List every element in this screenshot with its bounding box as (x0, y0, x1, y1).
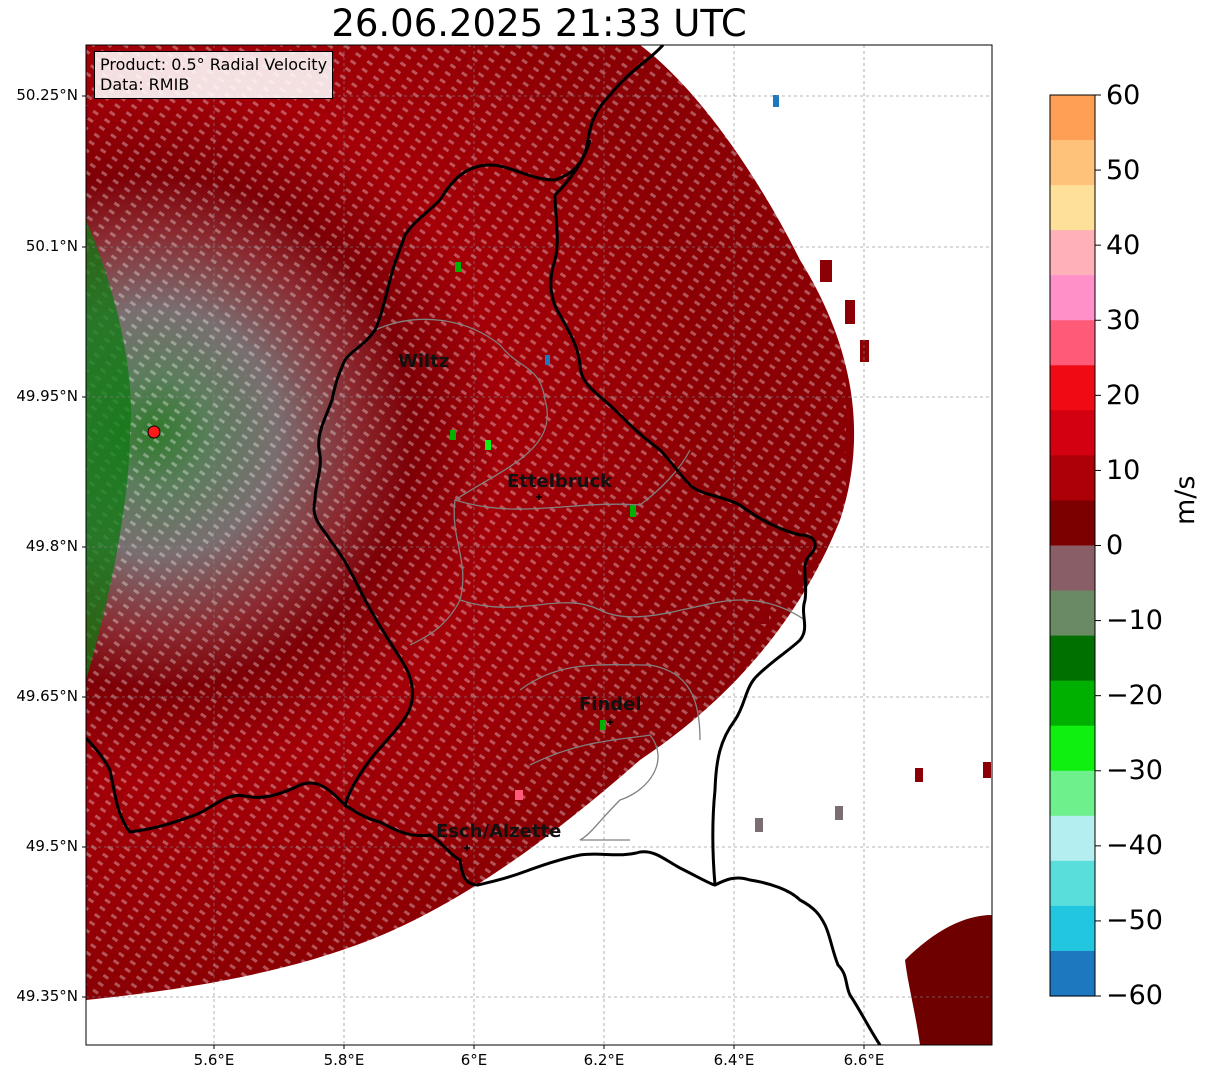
x-tick-label: 6.4°E (713, 1051, 755, 1069)
canton-borders (374, 318, 806, 841)
y-tick-label: 49.8°N (25, 537, 78, 555)
colorbar-tick-label: −40 (1106, 830, 1163, 861)
colorbar-tick-label: −10 (1106, 605, 1163, 636)
colorbar-tick-label: 60 (1106, 80, 1141, 111)
colorbar-segment (1050, 950, 1095, 997)
radar-site-marker[interactable] (147, 425, 161, 439)
colorbar-segment (1050, 410, 1095, 456)
colorbar-tick-label: 20 (1106, 380, 1141, 411)
colorbar-segment (1050, 275, 1095, 321)
y-tick-label: 49.35°N (16, 987, 78, 1005)
colorbar-tick-label: 0 (1106, 530, 1124, 561)
colorbar-segment (1050, 185, 1095, 231)
x-tick-label: 5.6°E (193, 1051, 235, 1069)
country-border (86, 45, 665, 834)
colorbar-segment (1050, 500, 1095, 547)
colorbar-segment (1050, 140, 1095, 186)
colorbar-segment (1050, 815, 1095, 862)
colorbar-tick-label: −50 (1106, 905, 1163, 936)
colorbar (1050, 95, 1095, 997)
colorbar-tick-label: 50 (1106, 155, 1141, 186)
product-label: Product: 0.5° Radial Velocity (100, 55, 328, 74)
colorbar-tick-label: 30 (1106, 305, 1141, 336)
colorbar-tick-label: 40 (1106, 230, 1141, 261)
product-info-box: Product: 0.5° Radial Velocity Data: RMIB (94, 51, 334, 99)
radar-echoes (86, 45, 992, 1045)
colorbar-segment (1050, 365, 1095, 411)
y-tick-label: 50.1°N (25, 237, 78, 255)
x-tick-label: 6°E (460, 1051, 488, 1069)
colorbar-segment (1050, 320, 1095, 366)
colorbar-tick-label: −60 (1106, 980, 1163, 1011)
colorbar-tick-label: 10 (1106, 455, 1141, 486)
y-tick-label: 49.95°N (16, 387, 78, 405)
colorbar-segment (1050, 770, 1095, 817)
city-label-findel: Findel (579, 694, 642, 715)
colorbar-tick-label: −30 (1106, 755, 1163, 786)
colorbar-segment (1050, 95, 1095, 141)
colorbar-segment (1050, 455, 1095, 502)
data-source-label: Data: RMIB (100, 75, 190, 94)
colorbar-tick-label: −20 (1106, 680, 1163, 711)
colorbar-segment (1050, 860, 1095, 907)
colorbar-segment (1050, 230, 1095, 276)
colorbar-segment (1050, 590, 1095, 637)
colorbar-segment (1050, 725, 1095, 772)
colorbar-segment (1050, 635, 1095, 682)
colorbar-segment (1050, 905, 1095, 952)
x-tick-label: 6.2°E (583, 1051, 625, 1069)
colorbar-segment (1050, 545, 1095, 592)
city-label-ettelbruck: Ettelbruck (507, 471, 613, 492)
city-label-wiltz: Wiltz (398, 351, 450, 372)
y-tick-label: 49.65°N (16, 687, 78, 705)
city-markers (464, 494, 613, 851)
colorbar-unit-label: m/s (1170, 475, 1201, 525)
colorbar-segment (1050, 680, 1095, 727)
map-title: 26.06.2025 21:33 UTC (331, 2, 747, 45)
y-tick-label: 49.5°N (25, 837, 78, 855)
x-tick-label: 6.6°E (843, 1051, 885, 1069)
y-tick-label: 50.25°N (16, 86, 78, 104)
x-tick-label: 5.8°E (323, 1051, 365, 1069)
city-label-esch-alzette: Esch/Alzette (436, 821, 562, 842)
